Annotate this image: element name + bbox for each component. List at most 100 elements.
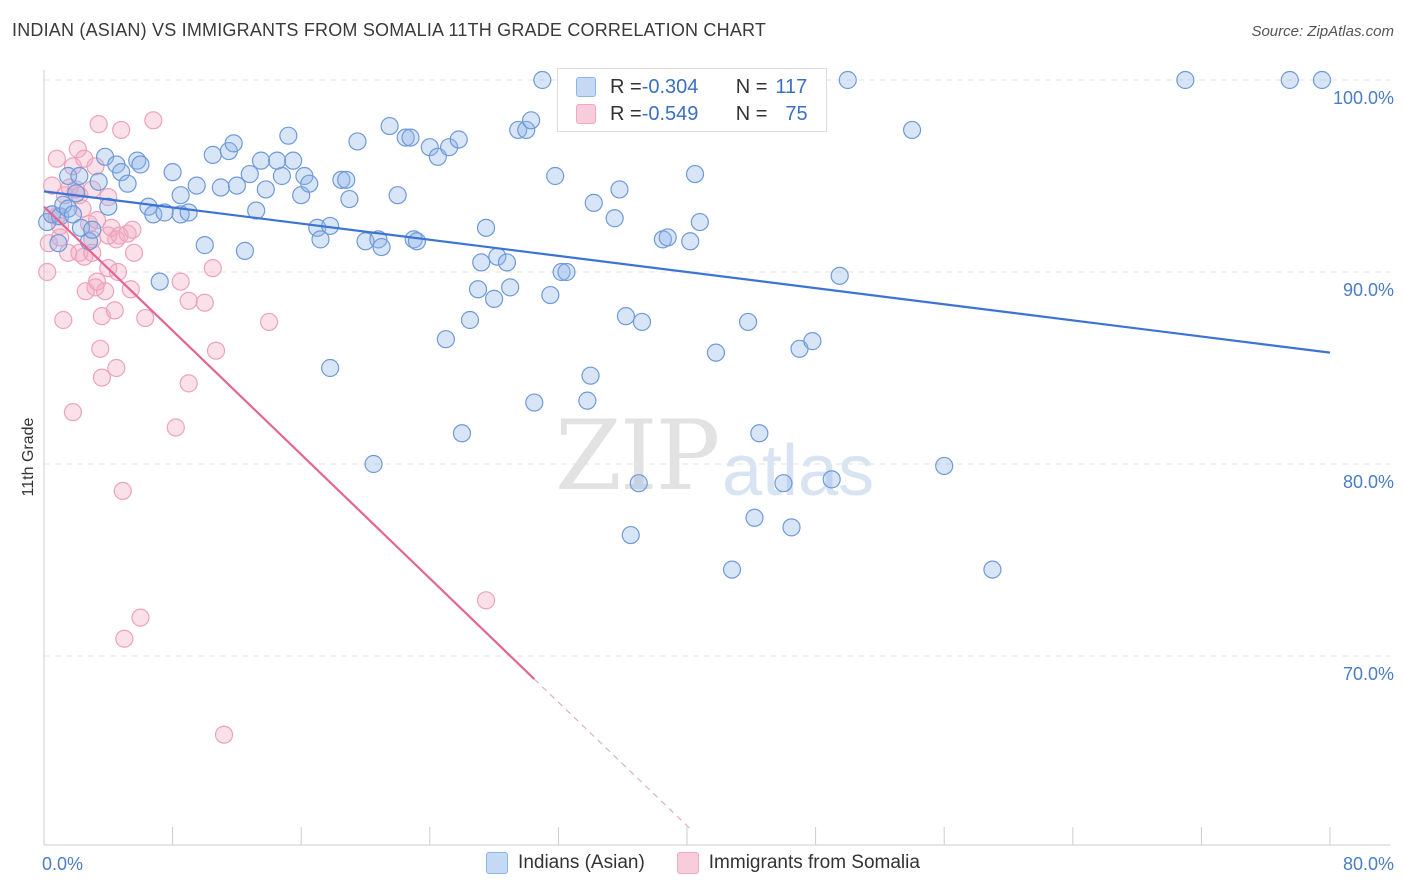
data-point: [541, 285, 560, 305]
data-point: [476, 591, 496, 610]
y-tick-label: 70.0%: [1343, 664, 1394, 684]
data-point: [690, 212, 709, 232]
data-point: [251, 151, 271, 170]
data-point: [99, 188, 118, 207]
legend-swatch-indians: [576, 77, 596, 97]
data-point: [372, 237, 391, 257]
data-point: [578, 391, 597, 410]
data-point: [300, 174, 319, 193]
data-point: [195, 293, 214, 312]
data-point: [533, 70, 552, 90]
data-point: [380, 116, 399, 136]
correlation-legend: R = -0.304 N = 117 R = -0.549 N = 75: [557, 68, 827, 132]
data-point: [179, 203, 198, 222]
legend-row-indians: R = -0.304 N = 117: [576, 75, 807, 99]
data-point: [738, 312, 758, 332]
data-point: [107, 358, 126, 378]
data-point: [401, 128, 420, 147]
data-point: [211, 178, 230, 197]
chart-title: INDIAN (ASIAN) VS IMMIGRANTS FROM SOMALI…: [12, 20, 767, 40]
data-point: [629, 474, 648, 493]
data-point: [472, 253, 491, 272]
data-point: [99, 197, 118, 216]
legend-item-indians[interactable]: Indians (Asian): [486, 852, 645, 874]
data-point: [557, 262, 576, 282]
data-point: [452, 424, 472, 443]
data-point: [87, 211, 107, 230]
data-point: [49, 234, 68, 253]
y-tick-label: 100.0%: [1333, 88, 1394, 108]
series-legend: Indians (Asian) Immigrants from Somalia: [0, 852, 1406, 874]
data-point: [525, 393, 544, 412]
data-point: [118, 174, 137, 193]
data-point: [144, 111, 163, 130]
data-point: [407, 232, 427, 251]
data-point: [460, 310, 480, 330]
data-point: [89, 172, 108, 191]
data-point: [584, 193, 603, 212]
data-point: [279, 126, 298, 145]
data-point: [240, 164, 259, 184]
legend-swatch-somalia: [576, 104, 596, 124]
legend-n-label: N =: [735, 75, 768, 98]
data-point: [436, 330, 455, 349]
points-somalia: [38, 111, 496, 744]
data-point: [745, 508, 764, 527]
data-point: [256, 180, 275, 199]
watermark-zip: ZIP: [555, 400, 720, 512]
legend-r-value: -0.549: [641, 102, 699, 125]
data-point: [658, 228, 677, 247]
y-axis-label: 11th Grade: [20, 417, 37, 496]
data-point: [902, 120, 922, 140]
data-point: [47, 149, 66, 168]
data-point: [112, 120, 131, 140]
watermark-atlas: atlas: [722, 431, 875, 511]
data-point: [610, 180, 629, 199]
data-point: [449, 130, 468, 149]
data-point: [54, 310, 73, 330]
data-point: [89, 115, 108, 134]
data-point: [616, 307, 636, 326]
legend-n-value: 117: [775, 75, 808, 98]
legend-r-label: R =: [610, 102, 642, 125]
data-point: [311, 230, 330, 249]
data-point: [59, 199, 78, 218]
points-indians: [38, 70, 1332, 579]
data-point: [171, 272, 190, 291]
data-point: [517, 120, 536, 140]
data-point: [123, 220, 142, 239]
data-point: [83, 220, 102, 239]
data-point: [822, 470, 841, 489]
x-tick-label: 0.0%: [42, 854, 83, 874]
trend-line-somalia: [43, 205, 536, 680]
data-point: [267, 151, 287, 170]
data-point: [227, 176, 246, 195]
data-point: [935, 456, 954, 476]
axis-labels: 100.0% 90.0% 80.0% 70.0% 0.0% 80.0% 11th Grade: [20, 88, 1394, 874]
data-point: [838, 70, 857, 90]
data-point: [86, 157, 105, 176]
legend-r-label: R =: [610, 75, 642, 98]
data-point: [782, 518, 801, 537]
data-point: [224, 134, 243, 153]
legend-swatch-indians: [486, 852, 509, 874]
data-point: [131, 608, 150, 627]
data-point: [521, 111, 541, 130]
data-point: [501, 278, 520, 297]
data-point: [92, 368, 111, 387]
data-point: [113, 481, 132, 500]
data-point: [774, 474, 793, 493]
data-point: [681, 232, 700, 251]
axes: [43, 70, 1390, 846]
data-point: [195, 236, 214, 255]
legend-n-value: 75: [785, 102, 808, 125]
data-point: [206, 341, 226, 360]
data-point: [136, 308, 155, 328]
data-point: [214, 725, 234, 744]
data-point: [337, 170, 356, 189]
data-point: [68, 140, 87, 159]
legend-item-somalia[interactable]: Immigrants from Somalia: [676, 852, 920, 874]
data-point: [108, 262, 128, 282]
data-point: [91, 339, 110, 358]
data-point: [235, 241, 255, 260]
